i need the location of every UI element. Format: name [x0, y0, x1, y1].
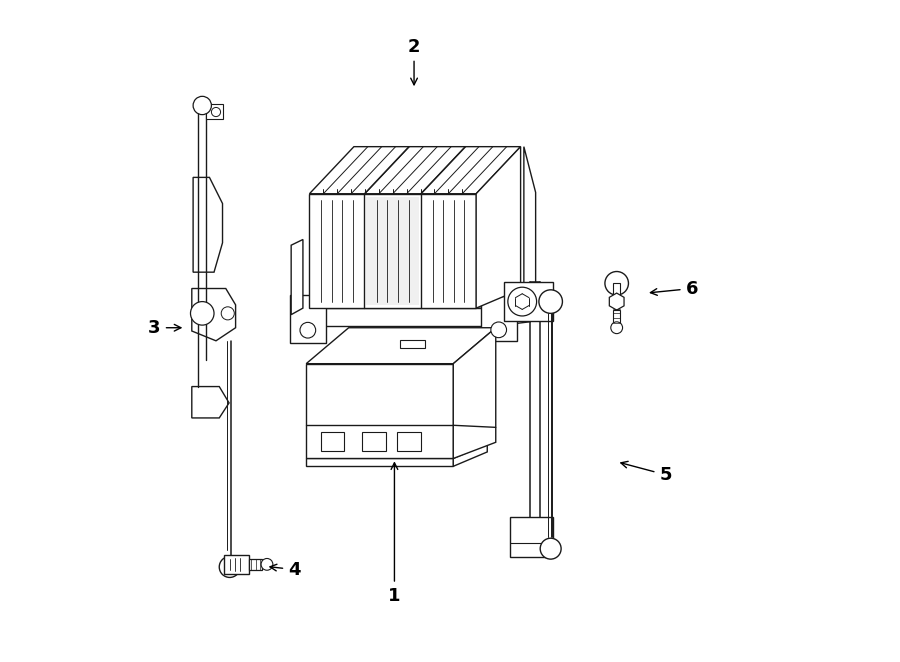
Polygon shape — [454, 328, 496, 459]
Polygon shape — [292, 240, 303, 314]
Polygon shape — [481, 297, 517, 341]
Circle shape — [300, 322, 316, 338]
Polygon shape — [206, 103, 222, 118]
Bar — [614, 283, 620, 297]
Polygon shape — [310, 147, 520, 194]
Circle shape — [191, 302, 214, 325]
Polygon shape — [524, 147, 536, 301]
Text: 5: 5 — [621, 461, 672, 484]
Circle shape — [261, 559, 273, 570]
Polygon shape — [310, 194, 476, 308]
Polygon shape — [194, 177, 222, 272]
Polygon shape — [192, 387, 230, 418]
Bar — [321, 432, 345, 451]
Polygon shape — [504, 282, 553, 321]
Text: 3: 3 — [148, 318, 181, 337]
Circle shape — [221, 307, 234, 320]
Text: 2: 2 — [408, 38, 420, 85]
Polygon shape — [293, 308, 492, 326]
Bar — [398, 432, 421, 451]
Polygon shape — [306, 328, 496, 363]
Circle shape — [540, 538, 561, 559]
Polygon shape — [290, 295, 326, 343]
Polygon shape — [492, 297, 530, 326]
Circle shape — [539, 290, 562, 313]
Bar — [400, 340, 425, 348]
Text: 1: 1 — [388, 463, 400, 604]
Circle shape — [508, 287, 536, 316]
Polygon shape — [609, 293, 624, 310]
Text: 4: 4 — [270, 561, 301, 579]
Bar — [614, 310, 620, 324]
Circle shape — [194, 97, 212, 115]
Circle shape — [611, 322, 623, 334]
Polygon shape — [366, 197, 419, 305]
Polygon shape — [293, 297, 530, 308]
Polygon shape — [306, 363, 454, 459]
Polygon shape — [476, 147, 520, 308]
Polygon shape — [306, 459, 454, 466]
Circle shape — [212, 107, 220, 117]
Polygon shape — [510, 517, 553, 557]
Polygon shape — [192, 289, 236, 341]
Text: 6: 6 — [651, 279, 698, 297]
Circle shape — [605, 271, 628, 295]
Bar — [224, 555, 249, 573]
Circle shape — [220, 557, 240, 577]
Bar — [362, 432, 385, 451]
Bar — [249, 559, 263, 569]
Circle shape — [491, 322, 507, 338]
Polygon shape — [454, 444, 487, 466]
